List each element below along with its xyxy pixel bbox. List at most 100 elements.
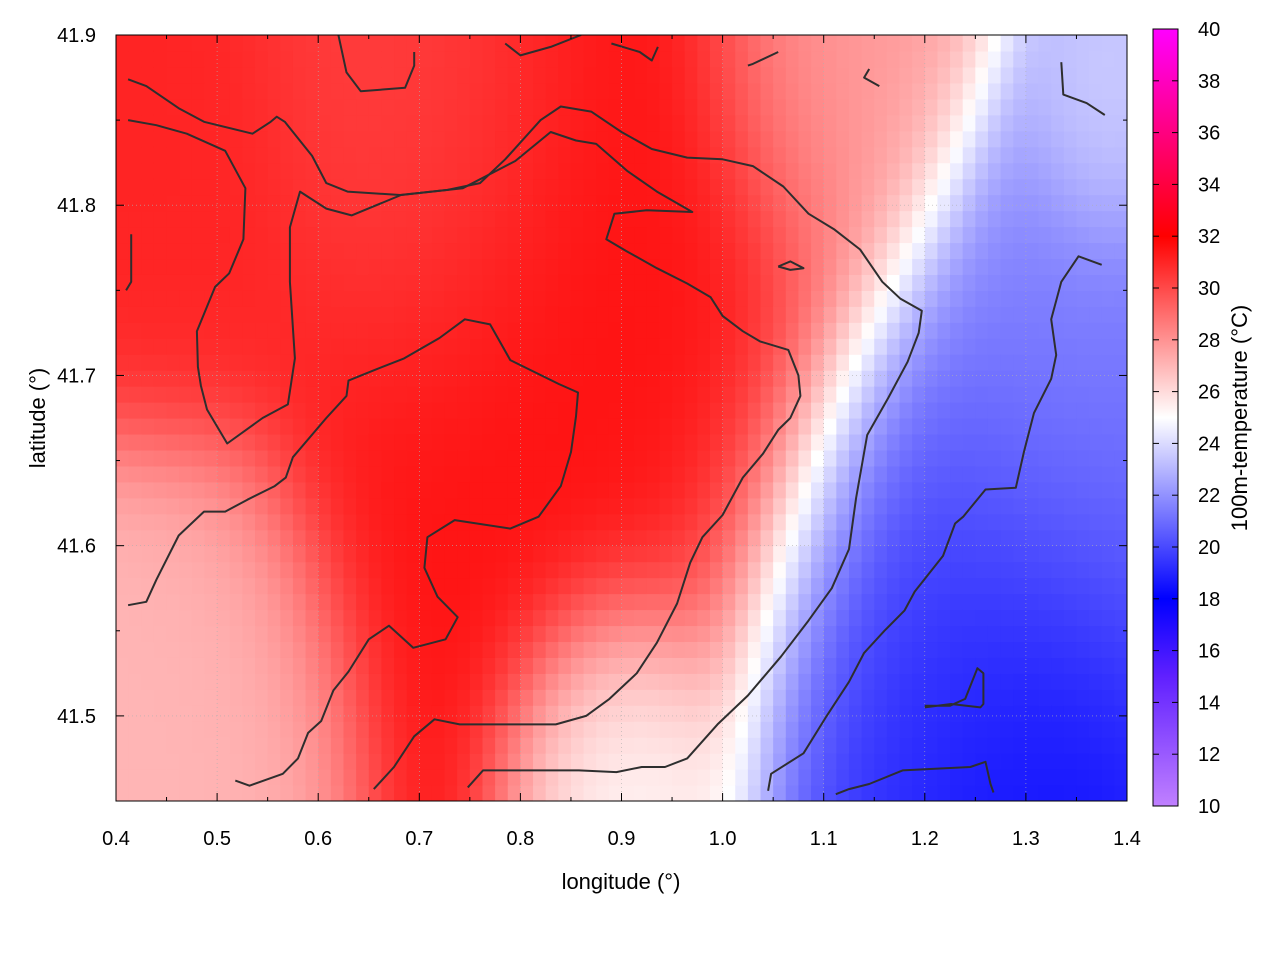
heatmap-cell xyxy=(747,689,762,706)
heatmap-cell xyxy=(394,35,408,52)
heatmap-cell xyxy=(116,497,130,515)
heatmap-cell xyxy=(482,753,496,770)
heatmap-cell xyxy=(229,513,243,531)
heatmap-cell xyxy=(1025,577,1040,595)
heatmap-cell xyxy=(558,753,572,770)
heatmap-cell xyxy=(709,481,724,499)
heatmap-cell xyxy=(987,497,1002,515)
heatmap-cell xyxy=(394,753,408,770)
heatmap-cell xyxy=(406,386,420,403)
heatmap-cell xyxy=(823,418,837,435)
heatmap-cell xyxy=(735,721,749,738)
heatmap-cell xyxy=(1101,194,1115,212)
heatmap-cell xyxy=(267,433,281,451)
heatmap-cell xyxy=(570,370,585,387)
heatmap-cell xyxy=(1038,274,1052,291)
heatmap-cell xyxy=(684,258,698,275)
heatmap-cell xyxy=(886,35,901,52)
heatmap-cell xyxy=(596,529,610,547)
heatmap-cell xyxy=(823,641,837,658)
heatmap-cell xyxy=(1089,418,1103,435)
heatmap-cell xyxy=(1051,529,1065,547)
heatmap-cell xyxy=(962,290,976,307)
heatmap-cell xyxy=(394,146,408,164)
heatmap-cell xyxy=(621,178,635,196)
heatmap-cell xyxy=(836,545,850,563)
heatmap-cell xyxy=(394,769,408,786)
heatmap-cell xyxy=(153,641,168,658)
heatmap-cell xyxy=(406,242,420,260)
heatmap-cell xyxy=(1051,114,1065,132)
heatmap-cell xyxy=(533,673,547,690)
heatmap-cell xyxy=(545,545,559,563)
heatmap-cell xyxy=(608,673,623,690)
heatmap-cell xyxy=(318,433,332,451)
heatmap-cell xyxy=(709,226,724,244)
heatmap-cell xyxy=(722,641,736,658)
heatmap-cell xyxy=(229,625,243,643)
contour-line xyxy=(863,68,880,87)
heatmap-cell xyxy=(495,402,509,419)
heatmap-cell xyxy=(482,497,496,515)
heatmap-cell xyxy=(469,481,484,499)
heatmap-cell xyxy=(798,721,812,738)
heatmap-cell xyxy=(924,130,939,148)
heatmap-cell xyxy=(861,322,875,339)
heatmap-cell xyxy=(912,433,926,451)
heatmap-cell xyxy=(1000,625,1014,643)
heatmap-cell xyxy=(1013,98,1027,116)
heatmap-cell xyxy=(204,593,218,611)
heatmap-cell xyxy=(672,114,686,132)
heatmap-cell xyxy=(962,561,976,579)
heatmap-cell xyxy=(292,449,307,467)
heatmap-cell xyxy=(191,98,206,116)
heatmap-cell xyxy=(242,210,256,228)
heatmap-cell xyxy=(899,769,913,786)
heatmap-cell xyxy=(937,449,951,467)
heatmap-cell xyxy=(672,338,686,355)
heatmap-cell xyxy=(634,226,648,244)
heatmap-cell xyxy=(1025,338,1040,355)
heatmap-cell xyxy=(861,737,875,754)
heatmap-cell xyxy=(836,338,850,355)
heatmap-cell xyxy=(141,545,155,563)
heatmap-cell xyxy=(1025,35,1040,52)
heatmap-cell xyxy=(179,178,193,196)
heatmap-cell xyxy=(1063,673,1078,690)
heatmap-cell xyxy=(204,322,218,339)
heatmap-cell xyxy=(305,657,319,674)
heatmap-cell xyxy=(368,386,382,403)
heatmap-cell xyxy=(848,529,863,547)
heatmap-cell xyxy=(886,258,901,275)
heatmap-cell xyxy=(659,593,673,611)
heatmap-cell xyxy=(217,386,231,403)
heatmap-cell xyxy=(116,50,130,68)
heatmap-cell xyxy=(330,338,345,355)
heatmap-cell xyxy=(899,402,913,419)
heatmap-cell xyxy=(861,242,875,260)
heatmap-cell xyxy=(267,593,281,611)
heatmap-cell xyxy=(709,625,724,643)
heatmap-cell xyxy=(419,529,433,547)
heatmap-cell xyxy=(697,577,711,595)
heatmap-cell xyxy=(1000,529,1014,547)
heatmap-cell xyxy=(886,433,901,451)
heatmap-cell xyxy=(899,545,913,563)
heatmap-cell xyxy=(292,242,307,260)
heatmap-cell xyxy=(1076,481,1090,499)
heatmap-cell xyxy=(545,290,559,307)
heatmap-cell xyxy=(950,418,964,435)
heatmap-cell xyxy=(899,274,913,291)
heatmap-cell xyxy=(798,465,812,483)
heatmap-cell xyxy=(166,35,180,52)
heatmap-cell xyxy=(848,242,863,260)
heatmap-cell xyxy=(1076,162,1090,180)
heatmap-cell xyxy=(520,98,534,116)
heatmap-cell xyxy=(381,290,395,307)
heatmap-cell xyxy=(634,753,648,770)
heatmap-cell xyxy=(1063,386,1078,403)
heatmap-cell xyxy=(191,625,206,643)
heatmap-cell xyxy=(292,593,307,611)
heatmap-cell xyxy=(166,258,180,275)
heatmap-cell xyxy=(672,370,686,387)
